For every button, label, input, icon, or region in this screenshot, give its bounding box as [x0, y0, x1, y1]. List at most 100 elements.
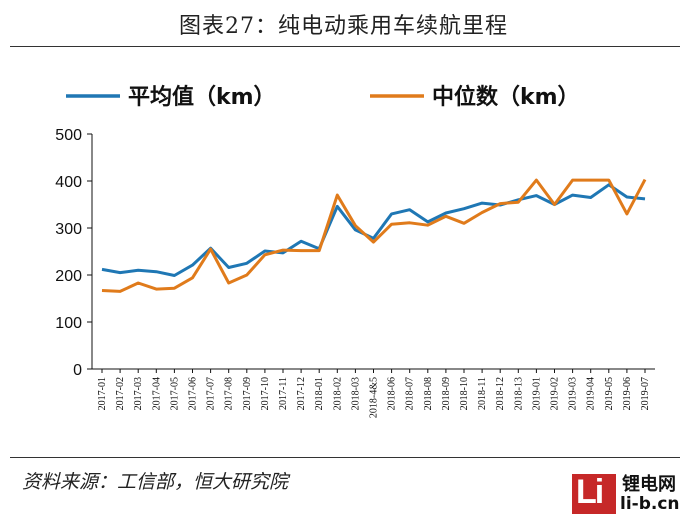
chart-series: [101, 178, 647, 293]
data-point-median: [336, 194, 338, 196]
x-tick-label: 2017-10: [260, 377, 271, 410]
x-tick-label: 2018-09: [441, 377, 452, 410]
data-point-mean: [191, 264, 193, 266]
data-point-mean: [390, 213, 392, 215]
source-note: 资料来源：工信部，恒大研究院: [22, 471, 289, 493]
data-point-median: [445, 215, 447, 217]
x-tick-label: 2018-02: [332, 377, 343, 410]
data-point-mean: [409, 208, 411, 210]
series-line-median: [101, 178, 647, 293]
data-point-mean: [264, 250, 266, 252]
data-point-median: [155, 288, 157, 290]
x-tick-label: 2019-04: [586, 377, 597, 410]
data-point-median: [644, 178, 646, 180]
data-point-median: [191, 277, 193, 279]
data-point-median: [409, 222, 411, 224]
data-point-median: [481, 211, 483, 213]
x-tick-label: 2019-02: [550, 377, 561, 410]
data-point-mean: [445, 212, 447, 214]
chart-legend: 平均值（km） 中位数（km）: [66, 84, 580, 110]
x-tick-label: 2019-05: [604, 377, 615, 410]
data-point-median: [282, 249, 284, 251]
watermark-site-url: li-b.cn: [620, 494, 680, 514]
y-tick-label: 500: [55, 127, 82, 144]
data-point-mean: [300, 240, 302, 242]
x-tick-label: 2017-06: [188, 377, 199, 410]
legend-label-mean: 平均值（km）: [128, 84, 276, 110]
data-point-median: [318, 249, 320, 251]
data-point-median: [101, 289, 103, 291]
data-point-median: [119, 290, 121, 292]
data-point-mean: [644, 198, 646, 200]
data-point-median: [228, 282, 230, 284]
data-point-median: [590, 179, 592, 181]
data-point-mean: [119, 271, 121, 273]
chart-title: 图表27：纯电动乘用车续航里程: [179, 14, 508, 39]
watermark-logo-text: Li: [576, 473, 604, 511]
data-point-median: [499, 202, 501, 204]
x-tick-label: 2019-01: [531, 377, 542, 410]
data-point-mean: [626, 196, 628, 198]
data-point-mean: [535, 194, 537, 196]
x-tick-label: 2017-01: [97, 377, 108, 410]
data-point-mean: [354, 229, 356, 231]
x-tick-label: 2019-07: [640, 377, 651, 410]
data-point-mean: [427, 221, 429, 223]
title-divider: [10, 46, 680, 47]
x-tick-label: 2018-10: [459, 377, 470, 410]
x-tick-label: 2017-09: [242, 377, 253, 410]
data-point-median: [209, 248, 211, 250]
x-tick-label: 2017-11: [278, 377, 289, 410]
data-point-median: [173, 287, 175, 289]
data-point-median: [354, 224, 356, 226]
y-tick-label: 200: [55, 268, 82, 285]
data-point-mean: [481, 202, 483, 204]
data-point-mean: [101, 268, 103, 270]
data-point-median: [390, 223, 392, 225]
data-point-median: [626, 213, 628, 215]
data-point-median: [571, 179, 573, 181]
data-point-median: [553, 203, 555, 205]
x-tick-label: 2019-06: [622, 377, 633, 410]
data-point-mean: [463, 208, 465, 210]
series-line-mean: [101, 183, 646, 277]
x-tick-label: 2017-08: [224, 377, 235, 410]
y-tick-label: 0: [73, 362, 82, 379]
x-tick-label: 2017-04: [151, 377, 162, 410]
data-point-mean: [336, 205, 338, 207]
data-point-median: [608, 179, 610, 181]
data-point-median: [463, 222, 465, 224]
x-tick-label: 2017-03: [133, 377, 144, 410]
data-point-median: [264, 254, 266, 256]
data-point-median: [300, 249, 302, 251]
x-tick-label: 2017-05: [169, 377, 180, 410]
x-tick-label: 2018-4&5: [369, 377, 380, 418]
watermark-logo-icon: [572, 474, 616, 514]
x-tick-label: 2018-11: [477, 377, 488, 410]
watermark-site-name: 锂电网: [622, 474, 676, 495]
data-point-mean: [590, 196, 592, 198]
chart-axes: 0 100 200 300 400 500 2017-01 2017-02 2017-03 201…: [55, 127, 655, 418]
data-point-mean: [246, 262, 248, 264]
y-tick-label: 300: [55, 221, 82, 238]
x-tick-label: 2017-12: [296, 377, 307, 410]
x-tick-label: 2018-01: [314, 377, 325, 410]
data-point-median: [535, 179, 537, 181]
legend-label-median: 中位数（km）: [432, 84, 580, 110]
x-tick-label: 2018-08: [423, 377, 434, 410]
data-point-median: [517, 201, 519, 203]
x-tick-label: 2018-06: [387, 377, 398, 410]
x-tick-label: 2018-03: [350, 377, 361, 410]
data-point-mean: [228, 266, 230, 268]
data-point-mean: [137, 269, 139, 271]
y-tick-label: 400: [55, 174, 82, 191]
y-tick-label: 100: [55, 315, 82, 332]
x-tick-label: 2017-07: [206, 377, 217, 410]
footer-divider: [10, 457, 680, 458]
x-tick-label: 2018-12: [495, 377, 506, 410]
x-tick-label: 2018-07: [405, 377, 416, 410]
data-point-mean: [571, 194, 573, 196]
x-tick-label: 2019-03: [568, 377, 579, 410]
x-tick-label: 2017-02: [115, 377, 126, 410]
